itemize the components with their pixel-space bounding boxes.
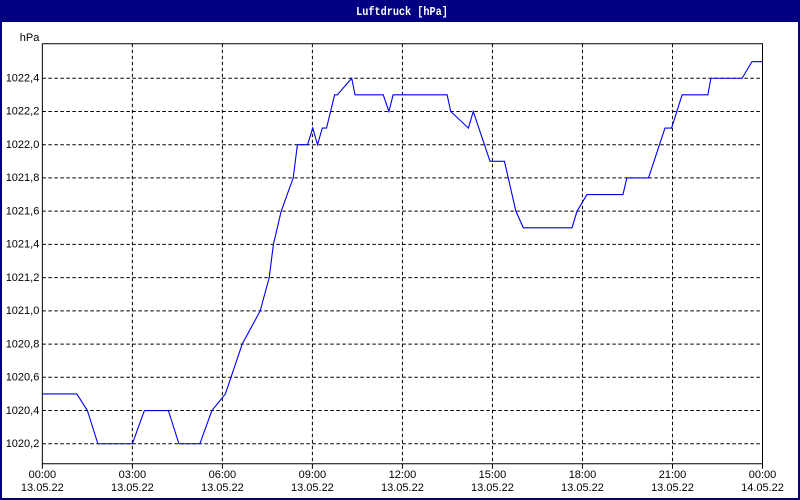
svg-text:13.05.22: 13.05.22 <box>561 482 604 494</box>
svg-text:00:00: 00:00 <box>749 469 777 481</box>
svg-text:00:00: 00:00 <box>29 469 57 481</box>
svg-text:1021,2: 1021,2 <box>6 272 40 284</box>
svg-text:13.05.22: 13.05.22 <box>111 482 154 494</box>
svg-text:hPa: hPa <box>20 32 40 44</box>
svg-text:1021,0: 1021,0 <box>6 305 40 317</box>
svg-text:06:00: 06:00 <box>209 469 237 481</box>
svg-text:12:00: 12:00 <box>389 469 417 481</box>
svg-text:13.05.22: 13.05.22 <box>471 482 514 494</box>
svg-text:1020,4: 1020,4 <box>6 405 40 417</box>
svg-text:13.05.22: 13.05.22 <box>291 482 334 494</box>
svg-text:1022,0: 1022,0 <box>6 139 40 151</box>
svg-text:1020,2: 1020,2 <box>6 438 40 450</box>
svg-text:15:00: 15:00 <box>479 469 507 481</box>
svg-text:1020,6: 1020,6 <box>6 372 40 384</box>
svg-text:1020,8: 1020,8 <box>6 338 40 350</box>
svg-text:03:00: 03:00 <box>119 469 147 481</box>
svg-text:1021,8: 1021,8 <box>6 172 40 184</box>
svg-text:13.05.22: 13.05.22 <box>381 482 424 494</box>
svg-text:1021,6: 1021,6 <box>6 205 40 217</box>
svg-text:13.05.22: 13.05.22 <box>21 482 64 494</box>
svg-text:14.05.22: 14.05.22 <box>741 482 784 494</box>
svg-text:13.05.22: 13.05.22 <box>651 482 694 494</box>
svg-text:1021,4: 1021,4 <box>6 239 40 251</box>
svg-text:21:00: 21:00 <box>659 469 687 481</box>
svg-text:1022,2: 1022,2 <box>6 106 40 118</box>
svg-text:1022,4: 1022,4 <box>6 73 40 85</box>
svg-text:13.05.22: 13.05.22 <box>201 482 244 494</box>
svg-text:18:00: 18:00 <box>569 469 597 481</box>
svg-text:09:00: 09:00 <box>299 469 327 481</box>
